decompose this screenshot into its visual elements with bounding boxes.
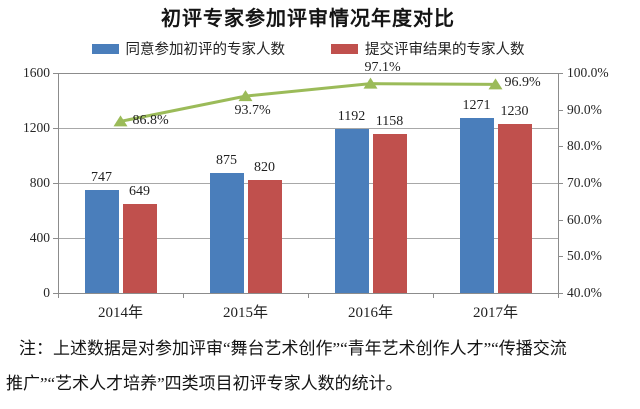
x-axis-tick (433, 293, 434, 298)
plot-top-border (58, 73, 558, 74)
y-axis-right-tick-label: 90.0% (567, 101, 602, 117)
bar-blue (209, 172, 244, 293)
legend-label-submitted: 提交评审结果的专家人数 (365, 42, 525, 58)
legend-item-agreed: 同意参加初评的专家人数 (91, 38, 286, 59)
triangle-marker-icon (488, 78, 503, 90)
bar-value-label: 1158 (375, 113, 404, 129)
x-axis-category-label: 2017年 (472, 305, 518, 321)
y-axis-right-tick-label: 60.0% (567, 211, 602, 227)
major-gridline (58, 237, 558, 239)
chart-legend: 同意参加初评的专家人数 提交评审结果的专家人数 (0, 38, 616, 59)
footnote-line-1: 注：上述数据是对参加评审“舞台艺术创作”“青年艺术创作人才”“传播交流 (19, 339, 567, 358)
triangle-marker-icon (113, 115, 128, 127)
y-axis-left-tick-label: 1600 (23, 65, 50, 80)
bar-red (122, 203, 157, 293)
bar-red (497, 123, 532, 293)
x-axis-tick (308, 293, 309, 298)
y-axis-right-tick (558, 293, 563, 294)
legend-swatch-blue (91, 43, 119, 54)
y-axis-left-tick (53, 293, 58, 294)
bar-blue (334, 129, 369, 293)
y-axis-left (58, 73, 59, 293)
x-axis (57, 293, 558, 294)
x-axis-tick (58, 293, 59, 298)
triangle-marker-icon (363, 77, 378, 89)
legend-swatch-red (331, 43, 358, 54)
bar-value-label: 820 (254, 160, 275, 176)
bar-value-label: 649 (129, 183, 150, 199)
rate-line (120, 82, 496, 123)
bar-red (372, 133, 407, 293)
y-axis-right-tick (558, 219, 563, 221)
line-point-label: 93.7% (234, 103, 271, 119)
y-axis-left-tick-label: 1200 (23, 120, 50, 135)
y-axis-right-tick-label: 100.0% (567, 65, 609, 80)
line-point-label: 97.1% (364, 59, 401, 75)
bar-blue (84, 190, 119, 293)
footnote-line-2: 推广”“艺术人才培养”四类项目初评专家人数的统计。 (6, 374, 403, 393)
y-axis-left-tick-label: 800 (29, 175, 50, 190)
line-point-label: 96.9% (504, 75, 541, 91)
major-gridline (58, 127, 558, 129)
bar-red (247, 180, 282, 293)
y-axis-right-tick-label: 50.0% (567, 248, 602, 264)
triangle-marker-icon (238, 90, 253, 102)
x-axis-category-label: 2016年 (347, 305, 393, 321)
y-axis-left-tick-label: 0 (43, 285, 50, 300)
x-axis-category-label: 2015年 (222, 305, 268, 321)
y-axis-left-tick-label: 400 (29, 230, 50, 245)
bar-blue (459, 118, 494, 293)
line-point-label: 86.8% (132, 113, 169, 129)
y-axis-right-tick (558, 73, 563, 74)
bar-value-label: 747 (91, 170, 112, 186)
y-axis-left-tick (53, 73, 58, 74)
y-axis-left-tick (53, 238, 58, 239)
y-axis-left-tick (53, 183, 58, 184)
y-axis-right-tick (558, 146, 563, 148)
major-gridline (58, 182, 558, 184)
legend-label-agreed: 同意参加初评的专家人数 (125, 42, 286, 58)
y-axis-right-tick (558, 256, 563, 258)
x-axis-tick (558, 293, 559, 298)
y-axis-right-tick-label: 80.0% (567, 138, 602, 154)
footnote: 注：上述数据是对参加评审“舞台艺术创作”“青年艺术创作人才”“传播交流 推广”“… (6, 331, 636, 401)
y-axis-right-tick (558, 109, 563, 111)
x-axis-category-label: 2014年 (97, 305, 143, 321)
y-axis-right-tick-label: 70.0% (567, 175, 602, 190)
chart-title: 初评专家参加评审情况年度对比 (161, 8, 455, 30)
bar-value-label: 875 (216, 152, 237, 168)
y-axis-right-tick-label: 40.0% (567, 285, 602, 300)
legend-item-submitted: 提交评审结果的专家人数 (331, 38, 525, 59)
y-axis-left-tick (53, 128, 58, 129)
y-axis-right-tick (558, 183, 563, 184)
bar-value-label: 1230 (500, 103, 529, 119)
x-axis-tick (183, 293, 184, 298)
